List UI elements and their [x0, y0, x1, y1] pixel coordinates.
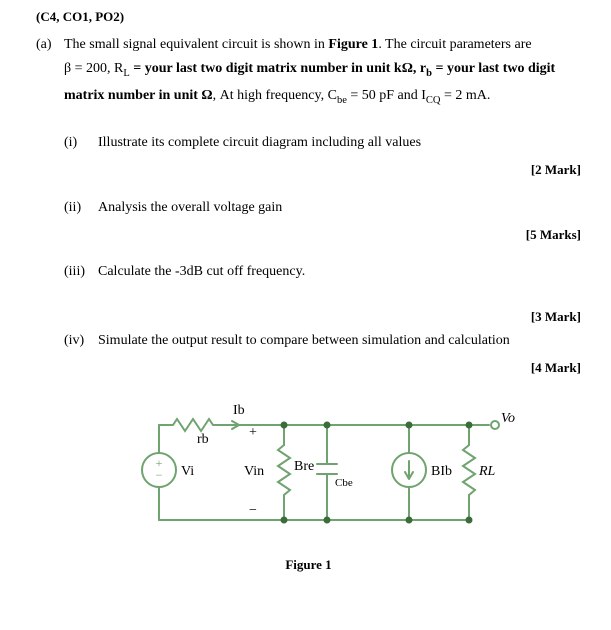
label-ib: Ib	[233, 403, 245, 418]
intro-1a: The small signal equivalent circuit is s…	[64, 37, 328, 52]
intro-2b: = your last two digit matrix number in u…	[130, 61, 426, 76]
sub-ii: (ii) Analysis the overall voltage gain	[64, 199, 581, 218]
sub-iii-text: Calculate the -3dB cut off frequency.	[98, 263, 581, 282]
circuit-svg: + − Ib rb + Vi	[89, 390, 529, 550]
intro-3b: , At high frequency, C	[213, 88, 337, 103]
intro-2a: β = 200, R	[64, 61, 123, 76]
sub-ii-mark: [5 Marks]	[36, 226, 581, 244]
node-4	[466, 423, 471, 428]
question-part-a: (a) The small signal equivalent circuit …	[36, 36, 581, 115]
label-rl: RL	[478, 464, 496, 479]
sub-ii-text: Analysis the overall voltage gain	[98, 199, 581, 218]
intro-3a: matrix number in unit Ω	[64, 88, 213, 103]
label-minus: −	[249, 503, 257, 518]
vo-node	[491, 421, 499, 429]
header-code: (C4, CO1, PO2)	[36, 8, 581, 26]
sub-i: (i) Illustrate its complete circuit diag…	[64, 134, 581, 153]
label-cbe: Cbe	[335, 477, 353, 489]
label-rb: rb	[197, 432, 209, 447]
figure-caption: Figure 1	[36, 556, 581, 574]
label-plus: +	[249, 425, 257, 440]
label-bib: BIb	[431, 464, 452, 479]
sub-iii-mark: [3 Mark]	[36, 308, 581, 326]
node-2	[324, 423, 329, 428]
part-label: (a)	[36, 36, 64, 115]
sub-i-label: (i)	[64, 134, 98, 153]
sub-iv-label: (iv)	[64, 332, 98, 351]
intro-line-2: β = 200, RL = your last two digit matrix…	[64, 60, 581, 81]
intro-1c: . The circuit parameters are	[378, 37, 531, 52]
part-body: The small signal equivalent circuit is s…	[64, 36, 581, 115]
sub-iii-label: (iii)	[64, 263, 98, 282]
node-5	[281, 518, 286, 523]
intro-line-3: matrix number in unit Ω, At high frequen…	[64, 87, 581, 108]
intro-1b: Figure 1	[328, 37, 378, 52]
bre-resistor	[278, 445, 290, 495]
label-vi: Vi	[181, 464, 194, 479]
label-vo: Vo	[501, 411, 515, 426]
label-vin: Vin	[244, 464, 264, 479]
circuit-figure: + − Ib rb + Vi	[36, 390, 581, 550]
sub-i-mark: [2 Mark]	[36, 161, 581, 179]
intro-2c: = your last two digit	[432, 61, 555, 76]
sub-ii-label: (ii)	[64, 199, 98, 218]
rl-resistor	[463, 445, 475, 495]
node-3	[406, 423, 411, 428]
intro-3c: = 50 pF and I	[347, 88, 426, 103]
sub-iv-mark: [4 Mark]	[36, 359, 581, 377]
sub-iii: (iii) Calculate the -3dB cut off frequen…	[64, 263, 581, 282]
intro-line-1: The small signal equivalent circuit is s…	[64, 36, 581, 55]
bib-arrow-icon	[405, 461, 413, 479]
node-7	[406, 518, 411, 523]
sub-i-text: Illustrate its complete circuit diagram …	[98, 134, 581, 153]
node-1	[281, 423, 286, 428]
intro-3d: = 2 mA.	[441, 88, 491, 103]
rb-wire	[159, 419, 239, 431]
vi-minus-icon: −	[155, 468, 162, 482]
sub-iv: (iv) Simulate the output result to compa…	[64, 332, 581, 351]
node-6	[324, 518, 329, 523]
node-8	[466, 518, 471, 523]
label-bre: Bre	[294, 459, 314, 474]
intro-3c-sub: CQ	[426, 95, 441, 106]
sub-iv-text: Simulate the output result to compare be…	[98, 332, 581, 351]
intro-3b-sub: be	[337, 95, 347, 106]
